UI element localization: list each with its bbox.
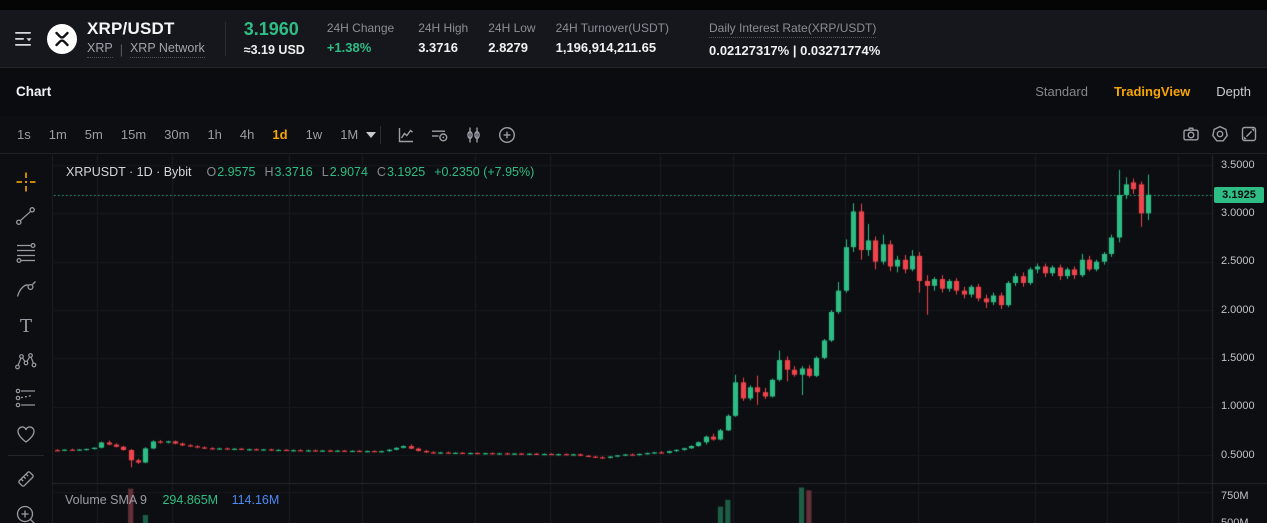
price-tick: 1.5000 (1221, 352, 1255, 364)
base-coin-label[interactable]: XRP (87, 41, 113, 59)
interval-1s[interactable]: 1s (17, 127, 31, 142)
low-value: 2.8279 (488, 39, 528, 55)
interest-value: 0.02127317% | 0.03271774% (708, 42, 881, 58)
mode-depth[interactable]: Depth (1216, 84, 1251, 99)
chart-tab-row: Chart Standard TradingView Depth (0, 69, 1267, 116)
legend-high-value: 3.3716 (274, 165, 313, 179)
interval-1w[interactable]: 1w (305, 127, 323, 142)
menu-icon[interactable] (14, 30, 38, 48)
interval-1h[interactable]: 1h (207, 127, 222, 142)
mode-tradingview[interactable]: TradingView (1113, 84, 1191, 99)
symbol-subtitle: XRP | XRP Network (87, 41, 205, 59)
volume-tick: 750M (1221, 490, 1249, 502)
indicators-icon[interactable] (429, 125, 450, 145)
stat-24h-low: 24H Low 2.8279 (488, 20, 536, 55)
last-price-badge: 3.1925 (1214, 187, 1264, 203)
legend-change-value: +0.2350 (+7.95%) (434, 165, 535, 179)
volume-sma-value: 114.16M (231, 493, 280, 507)
interval-4h[interactable]: 4h (239, 127, 255, 142)
legend-close-value: 3.1925 (386, 165, 426, 179)
candlestick-chart[interactable] (0, 155, 1267, 523)
low-label: 24H Low (488, 20, 536, 35)
legend-low-label: L (321, 165, 329, 179)
volume-sma-label[interactable]: Volume SMA 9 (65, 493, 147, 507)
change-value: +1.38% (326, 39, 372, 55)
turnover-label: 24H Turnover(USDT) (555, 20, 669, 35)
fullscreen-expand-icon[interactable] (1239, 124, 1259, 144)
tv-right-icons (1181, 124, 1259, 144)
plus-circle-icon[interactable] (497, 125, 517, 145)
compare-candles-icon[interactable] (463, 125, 484, 145)
price-tick: 2.0000 (1221, 304, 1255, 316)
snapshot-camera-icon[interactable] (1181, 124, 1201, 144)
legend-high-label: H (264, 165, 274, 179)
change-label: 24H Change (326, 20, 395, 35)
volume-tick: 500M (1221, 517, 1249, 523)
header-separator (224, 21, 226, 56)
high-value: 3.3716 (418, 39, 458, 55)
turnover-value: 1,196,914,211.65 (555, 39, 657, 55)
chart-legend: XRPUSDT · 1D · Bybit O 2.9575 H 3.3716 L… (66, 165, 534, 179)
stat-interest-rate: Daily Interest Rate(XRP/USDT) 0.02127317… (708, 19, 881, 58)
pipe-separator: | (119, 42, 123, 57)
legend-open-value: 2.9575 (217, 165, 256, 179)
last-price: 3.1960 (243, 18, 299, 39)
legend-low-value: 2.9074 (329, 165, 368, 179)
tv-toolbar: 1s 1m 5m 15m 30m 1h 4h 1d 1w 1M (0, 116, 1267, 154)
chart-style-icon[interactable] (396, 125, 416, 145)
symbol-title[interactable]: XRP/USDT (87, 18, 175, 38)
chart-settings-gear-icon[interactable] (1210, 124, 1230, 144)
stat-24h-change: 24H Change +1.38% (326, 20, 395, 55)
high-label: 24H High (418, 20, 469, 35)
toolbar-divider (380, 125, 382, 144)
network-label[interactable]: XRP Network (129, 41, 205, 59)
interval-1m[interactable]: 1m (48, 127, 67, 142)
tab-chart[interactable]: Chart (16, 84, 52, 99)
price-usd: ≈3.19 USD (243, 42, 305, 57)
mode-standard[interactable]: Standard (1035, 84, 1088, 99)
price-tick: 3.0000 (1221, 207, 1255, 219)
interval-15m[interactable]: 15m (120, 127, 147, 142)
instrument-header: XRP/USDT XRP | XRP Network 3.1960 ≈3.19 … (0, 10, 1267, 68)
interval-30m[interactable]: 30m (164, 127, 190, 142)
symbol-block[interactable]: XRP/USDT XRP | XRP Network (87, 19, 205, 59)
legend-close-label: C (376, 165, 386, 179)
legend-open-label: O (206, 165, 217, 179)
price-tick: 0.5000 (1221, 449, 1255, 461)
chart-mode-switch: Standard TradingView Depth (1035, 84, 1251, 99)
price-tick: 3.5000 (1221, 159, 1255, 171)
interval-1d[interactable]: 1d (272, 127, 288, 142)
stat-24h-high: 24H High 3.3716 (418, 20, 469, 55)
interval-1M[interactable]: 1M (340, 127, 359, 142)
volume-legend: Volume SMA 9 294.865M 114.16M (65, 493, 279, 507)
price-tick: 2.5000 (1221, 255, 1255, 267)
stat-24h-turnover: 24H Turnover(USDT) 1,196,914,211.65 (555, 20, 669, 55)
interval-dropdown-caret-icon[interactable] (366, 131, 377, 138)
top-strip (0, 0, 1267, 10)
volume-value: 294.865M (162, 493, 219, 507)
interest-label[interactable]: Daily Interest Rate(XRP/USDT) (708, 21, 877, 38)
price-tick: 1.0000 (1221, 400, 1255, 412)
xrp-logo-icon (47, 23, 77, 54)
interval-5m[interactable]: 5m (84, 127, 103, 142)
legend-symbol[interactable]: XRPUSDT · 1D · Bybit (66, 165, 192, 179)
price-block: 3.1960 ≈3.19 USD (243, 18, 305, 58)
